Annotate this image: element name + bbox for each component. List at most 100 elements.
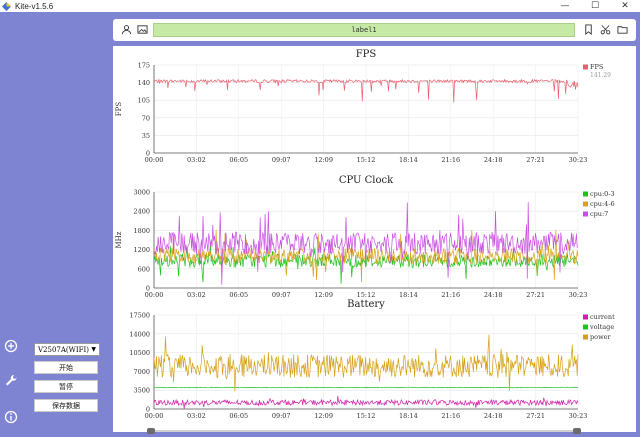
y-tick-label: 175 <box>138 62 150 70</box>
x-tick-label: 09:07 <box>272 156 291 164</box>
y-tick-label: 1200 <box>133 246 150 254</box>
series-line-FPS <box>153 78 579 103</box>
x-tick-label: 24:18 <box>484 291 503 299</box>
save-data-button[interactable]: 保存数据 <box>34 399 98 412</box>
legend-label: voltage <box>589 323 614 331</box>
close-button[interactable]: ✕ <box>621 1 629 11</box>
x-tick-label: 27:21 <box>526 291 545 299</box>
series-line-power <box>153 334 579 392</box>
x-tick-label: 12:09 <box>314 156 333 164</box>
y-tick-label: 105 <box>138 97 150 105</box>
x-tick-label: 12:09 <box>314 412 333 420</box>
legend-label: power <box>590 333 611 341</box>
y-tick-label: 0 <box>146 150 150 158</box>
x-tick-label: 24:18 <box>484 412 503 420</box>
x-tick-label: 30:23 <box>569 291 588 299</box>
add-circle-icon[interactable] <box>4 339 18 353</box>
x-tick-label: 21:16 <box>441 412 460 420</box>
x-tick-label: 06:05 <box>229 291 248 299</box>
x-tick-label: 03:02 <box>187 291 206 299</box>
legend-label: cpu:0-3 <box>590 190 615 198</box>
legend-label: FPS <box>590 63 603 71</box>
device-select[interactable]: V2507A(WIFI) ▼ <box>34 343 100 356</box>
y-tick-label: 600 <box>138 265 150 273</box>
x-tick-label: 06:05 <box>229 156 248 164</box>
chart-2: Battery 0 3500 7000 10500 14000 17500 00:00 03:0… <box>129 299 615 420</box>
series-line-voltage <box>153 386 579 389</box>
y-axis-label: MHz <box>115 231 123 248</box>
legend-swatch <box>583 314 588 320</box>
chart-title: FPS <box>356 49 377 60</box>
legend-swatch <box>583 334 588 340</box>
title-bar: Kite-v1.5.6 — ☐ ✕ <box>0 0 640 12</box>
y-tick-label: 2400 <box>133 208 150 216</box>
x-tick-label: 21:16 <box>441 291 460 299</box>
x-tick-label: 09:07 <box>272 412 291 420</box>
label-input[interactable]: label1 <box>153 23 575 37</box>
scissors-icon[interactable] <box>600 24 611 35</box>
charts-svg: FPS 0 35 70 105 140 175 00:00 03:02 06:05 09:07 12:… <box>115 49 615 420</box>
image-icon[interactable] <box>137 24 148 35</box>
x-tick-label: 18:14 <box>399 291 418 299</box>
x-tick-label: 00:00 <box>145 412 164 420</box>
chart-1: CPU Clock 0 600 1200 1800 2400 3000 00:00 03:02 0… <box>115 175 615 299</box>
legend-swatch <box>583 64 588 70</box>
chevron-down-icon: ▼ <box>91 346 96 353</box>
legend-swatch <box>583 201 588 207</box>
x-tick-label: 30:23 <box>569 156 588 164</box>
y-tick-label: 140 <box>138 79 150 87</box>
legend-label: cpu:4-6 <box>590 200 615 208</box>
y-tick-label: 3500 <box>133 387 150 395</box>
time-range-slider[interactable] <box>147 428 581 434</box>
minimize-button[interactable]: — <box>560 1 570 11</box>
x-tick-label: 15:12 <box>357 156 376 164</box>
wrench-icon[interactable] <box>4 373 18 387</box>
y-tick-label: 7000 <box>133 368 150 376</box>
series-line-cpu-7 <box>153 202 579 285</box>
info-icon[interactable] <box>4 410 18 424</box>
x-tick-label: 09:07 <box>272 291 291 299</box>
series-line-current <box>153 395 579 409</box>
y-tick-label: 1800 <box>133 227 150 235</box>
y-tick-label: 10500 <box>129 349 150 357</box>
x-tick-label: 24:18 <box>484 156 503 164</box>
charts-container: FPS 0 35 70 105 140 175 00:00 03:02 06:05 09:07 12:… <box>113 46 636 432</box>
x-tick-label: 18:14 <box>399 412 418 420</box>
start-button[interactable]: 开始 <box>34 361 98 374</box>
slider-end-handle <box>573 428 581 434</box>
y-tick-label: 17500 <box>129 312 150 320</box>
x-tick-label: 06:05 <box>229 412 248 420</box>
x-tick-label: 00:00 <box>145 156 164 164</box>
main-panel: label1 FPS 0 35 70 105 140 175 00:00 03:02 06:05 0… <box>113 13 639 437</box>
bookmark-icon[interactable] <box>583 24 594 35</box>
legend-label: current <box>590 313 615 321</box>
window-title: Kite-v1.5.6 <box>15 1 54 11</box>
y-tick-label: 0 <box>146 406 150 414</box>
y-tick-label: 14000 <box>129 330 150 338</box>
y-tick-label: 0 <box>146 285 150 293</box>
user-icon[interactable] <box>121 24 132 35</box>
x-tick-label: 30:23 <box>569 412 588 420</box>
device-select-value: V2507A(WIFI) <box>38 345 89 354</box>
x-tick-label: 12:09 <box>314 291 333 299</box>
pause-button[interactable]: 暂停 <box>34 380 98 393</box>
x-tick-label: 15:12 <box>357 412 376 420</box>
maximize-button[interactable]: ☐ <box>590 1 600 11</box>
kite-app-icon <box>2 1 11 11</box>
y-tick-label: 70 <box>142 114 150 122</box>
y-tick-label: 35 <box>142 132 150 140</box>
legend-value: 141.29 <box>590 72 611 79</box>
control-panel: V2507A(WIFI) ▼ 开始 暂停 保存数据 <box>34 343 102 418</box>
legend-label: cpu:7 <box>590 210 608 218</box>
y-tick-label: 3000 <box>133 189 150 197</box>
y-axis-label: FPS <box>115 102 123 117</box>
x-tick-label: 27:21 <box>526 412 545 420</box>
x-tick-label: 21:16 <box>441 156 460 164</box>
x-tick-label: 18:14 <box>399 156 418 164</box>
x-tick-label: 00:00 <box>145 291 164 299</box>
chart-title: CPU Clock <box>339 175 394 186</box>
x-tick-label: 03:02 <box>187 412 206 420</box>
folder-icon[interactable] <box>617 24 628 35</box>
chart-0: FPS 0 35 70 105 140 175 00:00 03:02 06:05 09:07 12:… <box>115 49 611 164</box>
toolbar: label1 <box>113 19 636 41</box>
